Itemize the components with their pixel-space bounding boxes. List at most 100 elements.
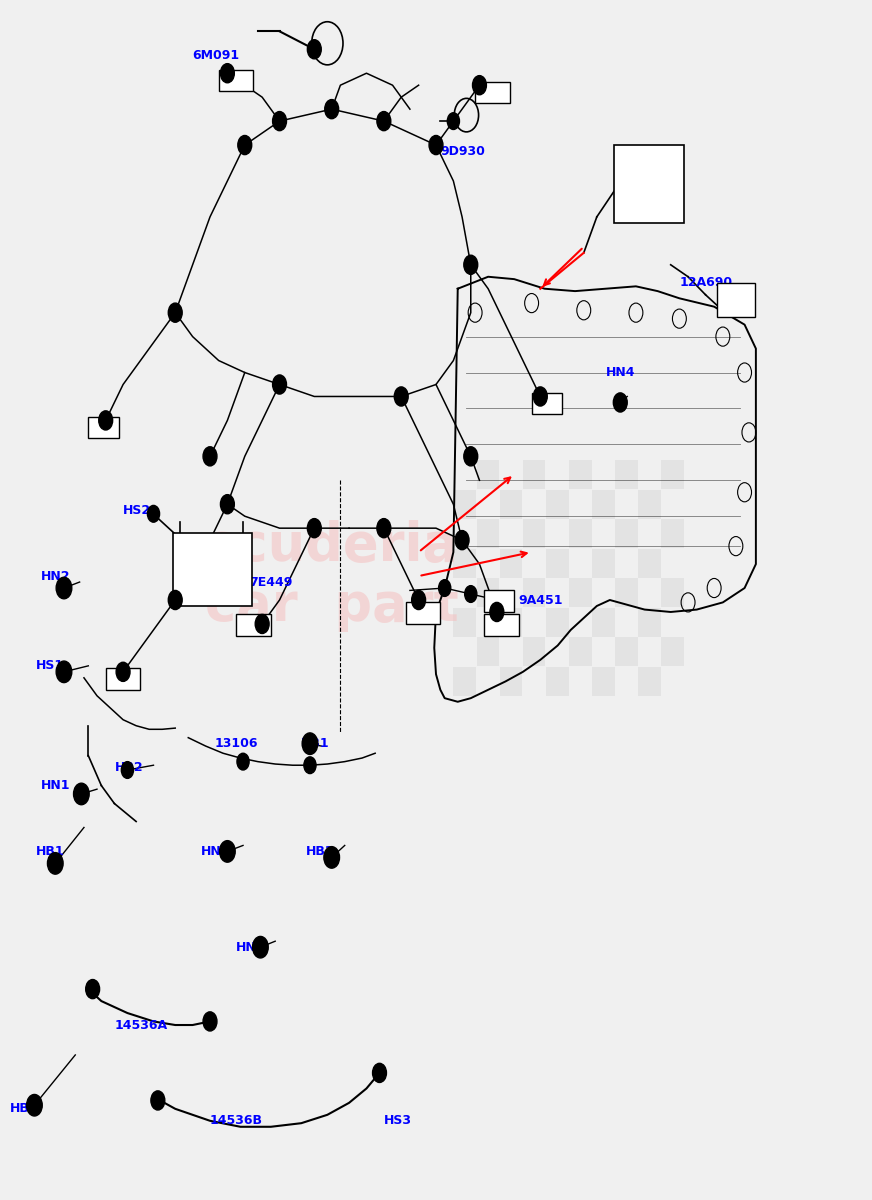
Bar bbox=[106, 668, 140, 690]
Text: 9A451: 9A451 bbox=[519, 594, 563, 606]
FancyBboxPatch shape bbox=[522, 578, 545, 607]
FancyBboxPatch shape bbox=[662, 461, 685, 490]
FancyBboxPatch shape bbox=[592, 608, 615, 637]
FancyBboxPatch shape bbox=[522, 520, 545, 548]
Circle shape bbox=[473, 76, 487, 95]
FancyBboxPatch shape bbox=[638, 608, 661, 637]
Text: HS2: HS2 bbox=[123, 504, 151, 517]
Bar bbox=[236, 614, 271, 636]
Text: 13106: 13106 bbox=[215, 737, 258, 750]
FancyBboxPatch shape bbox=[569, 637, 591, 666]
Bar bbox=[484, 590, 514, 612]
Text: HS3: HS3 bbox=[384, 1115, 412, 1127]
Text: HN2: HN2 bbox=[40, 570, 70, 582]
FancyBboxPatch shape bbox=[717, 283, 755, 318]
Circle shape bbox=[221, 64, 235, 83]
Circle shape bbox=[47, 853, 63, 874]
FancyBboxPatch shape bbox=[662, 520, 685, 548]
Circle shape bbox=[27, 1094, 42, 1116]
Circle shape bbox=[464, 256, 478, 275]
Circle shape bbox=[273, 112, 287, 131]
FancyBboxPatch shape bbox=[569, 461, 591, 490]
FancyBboxPatch shape bbox=[500, 548, 522, 577]
Circle shape bbox=[613, 392, 627, 412]
Circle shape bbox=[73, 784, 89, 805]
FancyBboxPatch shape bbox=[638, 490, 661, 518]
FancyBboxPatch shape bbox=[546, 667, 569, 696]
Text: HN4: HN4 bbox=[605, 366, 635, 379]
Circle shape bbox=[307, 40, 321, 59]
Circle shape bbox=[439, 580, 451, 596]
FancyBboxPatch shape bbox=[453, 667, 476, 696]
Text: HB2: HB2 bbox=[114, 761, 143, 774]
Circle shape bbox=[168, 304, 182, 323]
Text: HB1: HB1 bbox=[10, 1103, 38, 1115]
FancyBboxPatch shape bbox=[569, 578, 591, 607]
Circle shape bbox=[238, 136, 252, 155]
Bar bbox=[88, 416, 119, 438]
Bar bbox=[484, 614, 519, 636]
Circle shape bbox=[203, 1012, 217, 1031]
Text: 14536B: 14536B bbox=[210, 1115, 263, 1127]
Circle shape bbox=[168, 590, 182, 610]
Text: 9D930: 9D930 bbox=[440, 144, 485, 157]
FancyBboxPatch shape bbox=[638, 548, 661, 577]
Circle shape bbox=[324, 847, 339, 868]
Circle shape bbox=[490, 602, 504, 622]
Circle shape bbox=[464, 446, 478, 466]
Circle shape bbox=[377, 112, 391, 131]
FancyBboxPatch shape bbox=[500, 667, 522, 696]
Circle shape bbox=[429, 136, 443, 155]
FancyBboxPatch shape bbox=[522, 461, 545, 490]
FancyBboxPatch shape bbox=[616, 461, 638, 490]
Circle shape bbox=[303, 757, 316, 774]
Circle shape bbox=[455, 530, 469, 550]
Circle shape bbox=[147, 505, 160, 522]
Circle shape bbox=[220, 841, 235, 862]
Circle shape bbox=[56, 577, 72, 599]
Circle shape bbox=[302, 733, 317, 755]
FancyBboxPatch shape bbox=[592, 548, 615, 577]
FancyBboxPatch shape bbox=[500, 490, 522, 518]
Circle shape bbox=[412, 590, 426, 610]
FancyBboxPatch shape bbox=[616, 520, 638, 548]
Text: HB1: HB1 bbox=[301, 737, 330, 750]
FancyBboxPatch shape bbox=[453, 608, 476, 637]
Circle shape bbox=[465, 586, 477, 602]
FancyBboxPatch shape bbox=[616, 637, 638, 666]
Text: HN1: HN1 bbox=[201, 845, 231, 858]
Circle shape bbox=[394, 386, 408, 406]
Circle shape bbox=[85, 979, 99, 998]
FancyBboxPatch shape bbox=[662, 637, 685, 666]
FancyBboxPatch shape bbox=[638, 667, 661, 696]
FancyBboxPatch shape bbox=[662, 578, 685, 607]
FancyBboxPatch shape bbox=[616, 578, 638, 607]
Circle shape bbox=[255, 614, 269, 634]
Bar bbox=[475, 82, 510, 103]
FancyBboxPatch shape bbox=[173, 533, 252, 606]
FancyBboxPatch shape bbox=[569, 520, 591, 548]
FancyBboxPatch shape bbox=[592, 490, 615, 518]
FancyBboxPatch shape bbox=[476, 578, 499, 607]
Circle shape bbox=[534, 386, 548, 406]
Text: 14603: 14603 bbox=[614, 168, 657, 181]
Text: HN1: HN1 bbox=[40, 779, 70, 792]
FancyBboxPatch shape bbox=[546, 608, 569, 637]
FancyBboxPatch shape bbox=[546, 490, 569, 518]
Circle shape bbox=[253, 936, 269, 958]
Text: scuderia
car  part: scuderia car part bbox=[205, 520, 459, 632]
Text: HB3: HB3 bbox=[305, 845, 334, 858]
FancyBboxPatch shape bbox=[453, 548, 476, 577]
Circle shape bbox=[324, 100, 338, 119]
Text: 14536A: 14536A bbox=[114, 1019, 167, 1032]
FancyBboxPatch shape bbox=[614, 145, 684, 223]
FancyBboxPatch shape bbox=[476, 461, 499, 490]
FancyBboxPatch shape bbox=[546, 548, 569, 577]
Bar bbox=[219, 70, 254, 91]
Circle shape bbox=[203, 446, 217, 466]
FancyBboxPatch shape bbox=[500, 608, 522, 637]
Text: 12A690: 12A690 bbox=[679, 276, 732, 289]
FancyBboxPatch shape bbox=[592, 667, 615, 696]
FancyBboxPatch shape bbox=[476, 520, 499, 548]
FancyBboxPatch shape bbox=[453, 490, 476, 518]
